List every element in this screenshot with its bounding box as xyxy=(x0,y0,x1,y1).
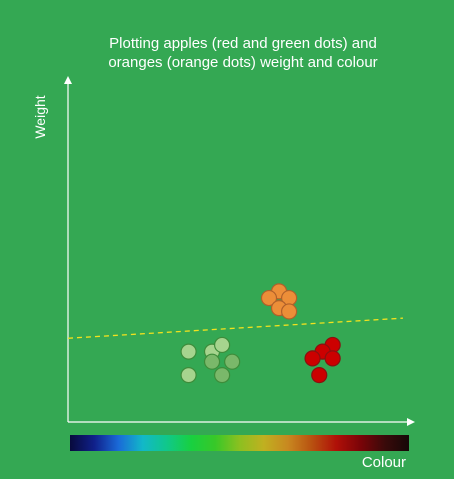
series-1-point-7 xyxy=(214,367,231,384)
series-2-point-4 xyxy=(324,350,341,367)
series-1-point-1 xyxy=(180,343,197,360)
series-1-point-6 xyxy=(180,367,197,384)
series-1-point-3 xyxy=(214,336,231,354)
chart-title: Plotting apples (red and green dots) and… xyxy=(0,34,458,72)
chart-title-line-2: oranges (orange dots) weight and colour xyxy=(108,54,378,71)
series-2-point-3 xyxy=(304,350,321,367)
chart-title-line-1: Plotting apples (red and green dots) and xyxy=(109,35,377,52)
series-3-point-2 xyxy=(260,289,278,307)
colour-bar xyxy=(70,435,409,451)
series-1-point-4 xyxy=(203,353,221,370)
series-3-point-5 xyxy=(281,303,298,320)
x-axis-label: Colour xyxy=(361,454,406,471)
series-1-point-5 xyxy=(224,353,241,370)
series-2-point-5 xyxy=(311,367,328,384)
decision-boundary-line xyxy=(67,317,404,339)
